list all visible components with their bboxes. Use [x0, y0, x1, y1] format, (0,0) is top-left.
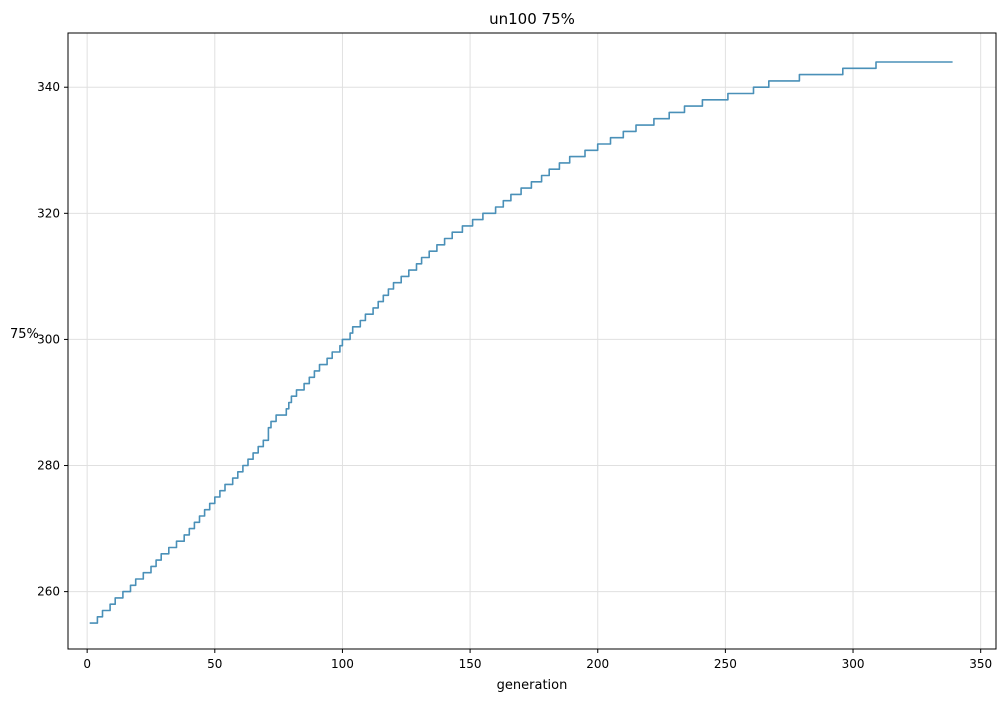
x-tick-label: 250: [714, 657, 737, 671]
series-layer: [89, 61, 953, 624]
x-tick-label: 200: [586, 657, 609, 671]
x-tick-label: 300: [842, 657, 865, 671]
y-axis-label: 75%: [10, 327, 39, 342]
y-tick-label: 260: [37, 585, 60, 599]
chart-title: un100 75%: [489, 10, 575, 28]
y-axis: 260 280 300 320 340: [37, 80, 68, 599]
series-line: [89, 61, 953, 624]
plot-area: [67, 32, 997, 650]
x-tick-label: 350: [969, 657, 992, 671]
y-tick-label: 300: [37, 332, 60, 346]
x-axis: 0 50 100 150 200 250 300 350: [83, 649, 992, 671]
x-tick-label: 50: [207, 657, 222, 671]
x-tick-label: 0: [83, 657, 91, 671]
grid: [68, 33, 996, 649]
x-tick-label: 100: [331, 657, 354, 671]
y-tick-label: 320: [37, 206, 60, 220]
y-tick-label: 280: [37, 459, 60, 473]
y-tick-label: 340: [37, 80, 60, 94]
x-tick-label: 150: [459, 657, 482, 671]
x-axis-label: generation: [497, 678, 568, 693]
